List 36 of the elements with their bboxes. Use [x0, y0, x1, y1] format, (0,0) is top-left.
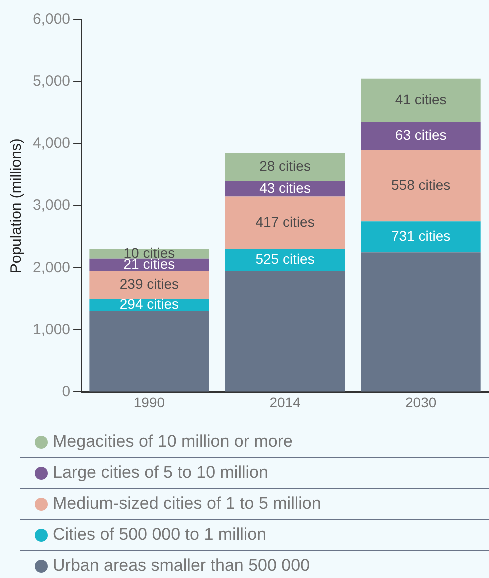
legend-label: Large cities of 5 to 10 million: [53, 463, 268, 483]
legend-label: Urban areas smaller than 500 000: [53, 556, 310, 576]
y-tick-label: 6,000: [32, 11, 71, 28]
y-tick-label: 3,000: [32, 197, 71, 214]
y-tick-label: 0: [62, 383, 71, 400]
y-tick-label: 4,000: [32, 135, 71, 152]
bar: [90, 271, 210, 300]
y-tick-label: 5,000: [32, 73, 71, 90]
bar: [361, 222, 481, 253]
legend-label: Megacities of 10 million or more: [53, 432, 293, 452]
y-axis-title: Population (millions): [8, 138, 26, 274]
bar: [361, 252, 481, 392]
y-tick-label: 2,000: [32, 259, 71, 276]
annotation: 43 cities: [260, 180, 311, 196]
annotation: 731 cities: [392, 228, 451, 244]
bar: [226, 271, 346, 392]
annotation: 28 cities: [260, 158, 311, 174]
x-tick-label: 1990: [134, 394, 166, 410]
bar: [361, 122, 481, 150]
bar: [361, 150, 481, 222]
bar: [226, 196, 346, 250]
legend-label: Medium-sized cities of 1 to 5 million: [53, 494, 322, 514]
bar: [90, 312, 210, 392]
annotation: 558 cities: [392, 176, 451, 193]
annotation: 63 cities: [395, 127, 447, 144]
x-tick-label: 2014: [270, 394, 302, 410]
annotation: 417 cities: [256, 214, 315, 230]
bar: [226, 153, 346, 182]
annotation: 294 cities: [120, 296, 180, 312]
legend-label: Cities of 500 000 to 1 million: [53, 525, 267, 545]
bar: [361, 78, 481, 122]
y-tick-label: 1,000: [32, 321, 71, 338]
annotation: 41 cities: [395, 92, 447, 108]
annotation: 239 cities: [120, 276, 180, 292]
x-tick-label: 2030: [406, 394, 437, 410]
annotation: 525 cities: [256, 251, 315, 268]
